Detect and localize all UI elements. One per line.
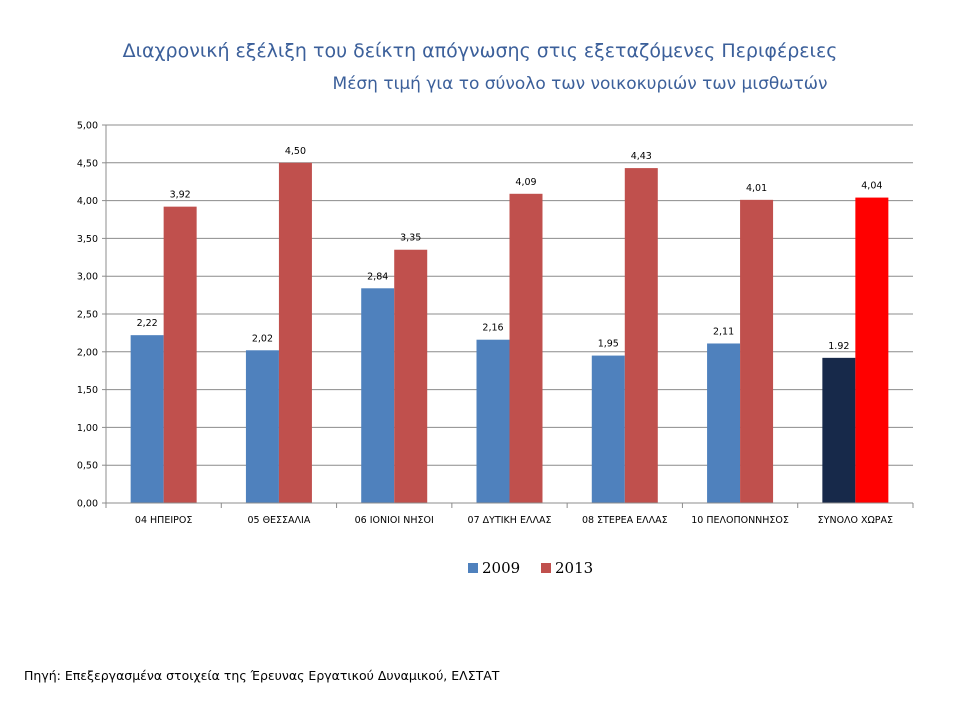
bar-2009 — [822, 357, 856, 503]
data-label-2009: 2,16 — [482, 323, 503, 334]
y-tick-label: 3,00 — [77, 272, 98, 283]
category-label: ΣΥΝΟΛΟ ΧΩΡΑΣ — [818, 515, 893, 526]
data-label-2013: 4,04 — [861, 181, 882, 192]
legend: 2009 2013 — [468, 559, 593, 577]
bar-2013 — [278, 162, 312, 504]
y-tick-label: 3,50 — [77, 234, 98, 245]
bars — [130, 162, 889, 504]
y-tick-label: 4,50 — [77, 158, 98, 169]
legend-label-2013: 2013 — [555, 559, 593, 577]
data-label-2009: 1.92 — [828, 341, 849, 352]
data-label-2009: 2,22 — [137, 318, 158, 329]
data-label-2013: 3,35 — [400, 233, 421, 244]
source-note: Πηγή: Επεξεργασμένα στοιχεία της Έρευνας… — [24, 668, 500, 683]
bar-2009 — [130, 335, 164, 503]
legend-label-2009: 2009 — [482, 559, 520, 577]
category-label: 07 ΔΥΤΙΚΗ ΕΛΛΑΣ — [468, 515, 552, 526]
category-label: 10 ΠΕΛΟΠΟΝΝΗΣΟΣ — [691, 515, 789, 526]
legend-swatch-2009 — [468, 563, 478, 573]
category-label: 04 ΗΠΕΙΡΟΣ — [135, 515, 192, 526]
y-axis-ticks: 0,00 0,50 1,00 1,50 2,00 2,50 3,00 3,50 4,00 4,50… — [77, 121, 106, 510]
bar-2013 — [624, 168, 658, 504]
bar-2009 — [361, 288, 395, 503]
bar-2013 — [855, 197, 889, 504]
data-label-2013: 4,01 — [746, 183, 767, 194]
legend-swatch-2013 — [541, 563, 551, 573]
data-label-2009: 2,02 — [252, 333, 273, 344]
y-tick-label: 4,00 — [77, 196, 98, 207]
data-label-2013: 4,43 — [631, 151, 652, 162]
bar-2009 — [245, 350, 279, 503]
category-label: 05 ΘΕΣΣΑΛΙΑ — [247, 515, 310, 526]
chart-subtitle: Μέση τιμή για το σύνολο των νοικοκυριών … — [332, 74, 828, 94]
data-labels: 2,22 3,92 2,02 4,50 2,84 3,35 2,16 4,09 1,95 4,43… — [137, 146, 883, 352]
axes — [105, 125, 914, 508]
y-tick-label: 2,00 — [77, 347, 98, 358]
x-axis-categories: 04 ΗΠΕΙΡΟΣ 05 ΘΕΣΣΑΛΙΑ 06 ΙΟΝΙΟΙ ΝΗΣΟΙ 07 Δ… — [135, 515, 893, 526]
data-label-2009: 2,11 — [713, 326, 734, 337]
y-tick-label: 2,50 — [77, 310, 98, 321]
category-label: 06 ΙΟΝΙΟΙ ΝΗΣΟΙ — [355, 515, 434, 526]
bar-2013 — [163, 206, 197, 503]
y-tick-label: 1,50 — [77, 385, 98, 396]
bar-2013 — [509, 193, 543, 503]
y-tick-label: 5,00 — [77, 121, 98, 132]
bar-2009 — [707, 343, 741, 503]
y-tick-label: 0,00 — [77, 499, 98, 510]
data-label-2013: 4,09 — [515, 177, 536, 188]
chart-title: Διαχρονική εξέλιξη του δείκτη απόγνωσης … — [122, 40, 838, 62]
data-label-2009: 2,84 — [367, 271, 388, 282]
bar-2009 — [476, 339, 510, 503]
y-tick-label: 1,00 — [77, 423, 98, 434]
bar-2013 — [740, 199, 774, 503]
category-label: 08 ΣΤΕΡΕΑ ΕΛΛΑΣ — [582, 515, 668, 526]
data-label-2013: 3,92 — [170, 190, 191, 201]
bar-2009 — [591, 355, 625, 503]
data-label-2009: 1,95 — [598, 339, 619, 350]
data-label-2013: 4,50 — [285, 146, 306, 157]
y-tick-label: 0,50 — [77, 461, 98, 472]
bar-2013 — [394, 249, 428, 503]
